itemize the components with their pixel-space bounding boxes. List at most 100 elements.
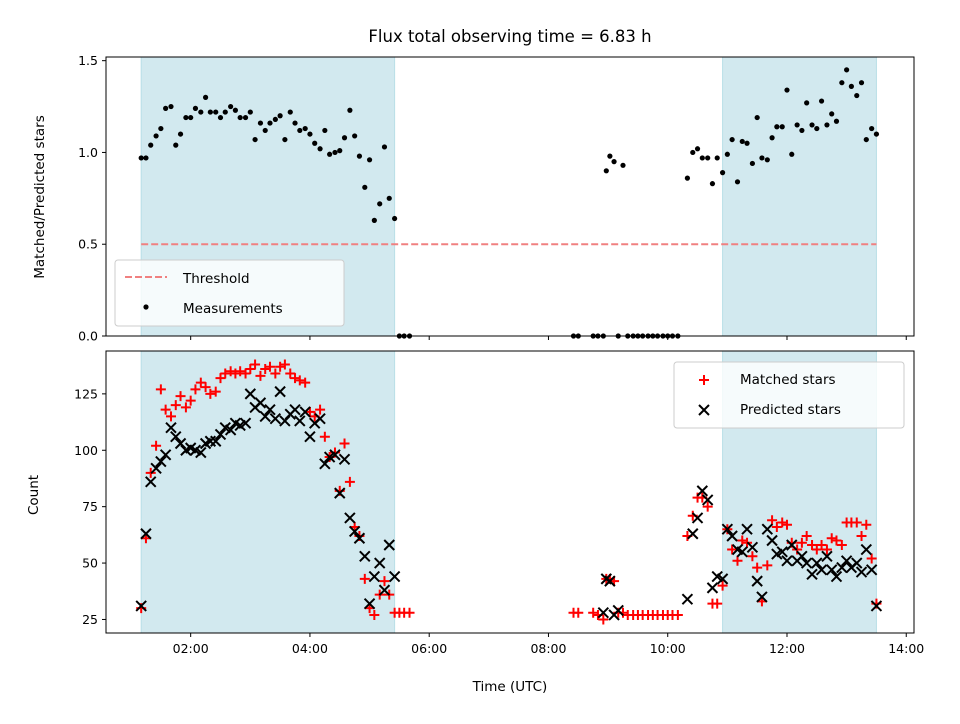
measurement-point bbox=[714, 155, 720, 161]
matched-star-point bbox=[851, 517, 862, 528]
measurement-point bbox=[764, 157, 770, 163]
predicted-star-point bbox=[304, 431, 316, 443]
predicted-star-point bbox=[368, 570, 381, 583]
matched-star-point bbox=[245, 364, 256, 375]
predicted-star-point bbox=[806, 568, 818, 581]
measurement-point bbox=[143, 155, 149, 161]
predicted-star-point bbox=[314, 412, 326, 425]
measurement-point bbox=[307, 131, 313, 137]
measurement-point bbox=[267, 120, 273, 126]
predicted-star-point bbox=[836, 561, 848, 574]
measurement-point bbox=[371, 217, 377, 223]
measurement-point bbox=[844, 67, 850, 73]
measurement-point bbox=[779, 124, 785, 130]
legend-top: Threshold Measurements bbox=[114, 259, 345, 327]
matched-star-point bbox=[861, 519, 872, 530]
measurement-point bbox=[863, 136, 869, 143]
predicted-star-point bbox=[597, 606, 610, 619]
predicted-star-point bbox=[840, 555, 853, 567]
chart-title: Flux total observing time = 6.83 h bbox=[368, 27, 651, 46]
measurement-point bbox=[198, 109, 204, 115]
predicted-star-point bbox=[786, 539, 798, 551]
bottom-y-tick-label: 50 bbox=[82, 556, 98, 571]
measurement-point bbox=[754, 114, 760, 121]
predicted-star-point bbox=[344, 512, 356, 524]
legend-threshold-label: Threshold bbox=[182, 271, 250, 287]
predicted-star-point bbox=[687, 528, 699, 540]
predicted-star-point bbox=[210, 435, 222, 447]
matched-star-point bbox=[279, 359, 290, 370]
measurement-point bbox=[138, 155, 144, 161]
measurement-point bbox=[317, 146, 323, 152]
matched-star-point bbox=[811, 544, 822, 555]
matched-star-point bbox=[304, 406, 315, 417]
measurement-point bbox=[192, 105, 199, 111]
matched-star-point bbox=[270, 368, 281, 379]
predicted-star-point bbox=[264, 403, 276, 416]
predicted-star-point bbox=[224, 424, 237, 436]
predicted-star-point bbox=[338, 453, 351, 465]
matched-star-point bbox=[220, 368, 231, 379]
measurement-point bbox=[774, 124, 780, 130]
measurement-point bbox=[183, 114, 189, 121]
matched-star-point bbox=[290, 373, 301, 384]
measurement-point bbox=[356, 153, 363, 159]
measurement-point bbox=[848, 83, 854, 89]
measurement-point bbox=[799, 127, 805, 134]
measurement-point bbox=[337, 148, 343, 154]
predicted-star-point bbox=[766, 534, 778, 547]
predicted-star-point bbox=[259, 410, 271, 423]
predicted-star-point bbox=[815, 564, 828, 576]
matched-star-point bbox=[836, 540, 847, 551]
predicted-star-point bbox=[353, 532, 366, 544]
measurement-point bbox=[282, 136, 288, 143]
bottom-shaded-span bbox=[140, 350, 396, 634]
legend-measurement-swatch bbox=[143, 304, 149, 310]
bottom-axes-frame bbox=[105, 350, 915, 634]
predicted-star-point bbox=[359, 550, 371, 563]
predicted-star-point bbox=[696, 485, 709, 497]
measurement-point bbox=[854, 92, 860, 99]
matched-star-point bbox=[379, 576, 390, 587]
measurement-point bbox=[759, 155, 765, 161]
matched-star-point bbox=[826, 533, 837, 544]
top-y-tick-label: 0.0 bbox=[78, 329, 98, 344]
matched-star-point bbox=[816, 540, 827, 551]
matched-star-point bbox=[240, 368, 251, 379]
measurement-point bbox=[620, 162, 626, 168]
x-tick-label: 12:00 bbox=[769, 641, 805, 656]
measurement-point bbox=[769, 135, 775, 141]
measurement-point bbox=[237, 114, 243, 121]
matched-star-point bbox=[210, 386, 221, 397]
matched-star-point bbox=[777, 517, 788, 528]
measurement-point bbox=[272, 116, 278, 123]
predicted-star-point bbox=[214, 428, 227, 441]
legend-matched-swatch bbox=[699, 375, 709, 385]
measurement-point bbox=[352, 133, 358, 139]
measurement-point bbox=[724, 151, 730, 157]
top-y-tick-label: 0.5 bbox=[78, 237, 98, 252]
x-tick-label: 04:00 bbox=[292, 641, 328, 656]
measurement-point bbox=[749, 160, 756, 167]
predicted-star-point bbox=[851, 557, 863, 569]
legend-matched-label: Matched stars bbox=[740, 372, 836, 388]
matched-star-point bbox=[821, 544, 832, 555]
predicted-star-point bbox=[830, 570, 843, 583]
measurement-point bbox=[287, 109, 293, 115]
predicted-star-point bbox=[135, 600, 147, 612]
matched-star-point bbox=[165, 411, 176, 422]
predicted-star-point bbox=[612, 604, 624, 617]
matched-star-point bbox=[235, 366, 246, 377]
measurement-point bbox=[222, 109, 228, 115]
measurement-point bbox=[262, 127, 268, 134]
measurement-point bbox=[818, 98, 825, 104]
measurement-point bbox=[794, 122, 800, 128]
measurement-point bbox=[232, 107, 238, 113]
predicted-star-point bbox=[145, 476, 157, 488]
predicted-star-point bbox=[821, 550, 833, 563]
matched-star-point bbox=[339, 438, 350, 449]
matched-star-point bbox=[185, 395, 196, 406]
predicted-star-point bbox=[811, 557, 823, 569]
matched-star-point bbox=[275, 361, 286, 372]
